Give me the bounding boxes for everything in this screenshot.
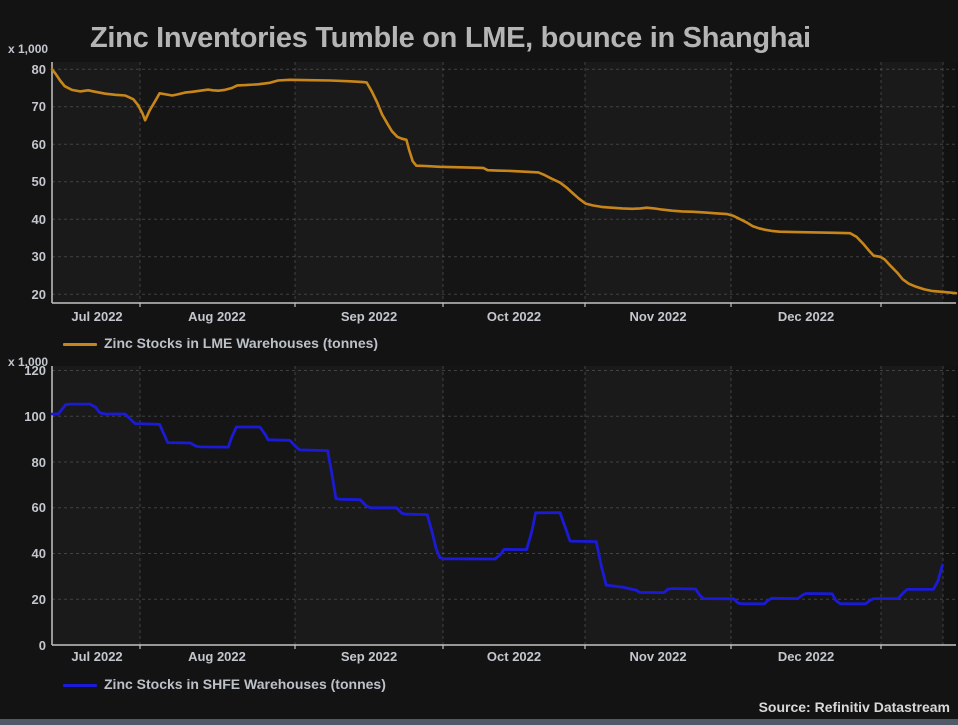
lme-month-band [140,62,295,303]
shfe-legend-label: Zinc Stocks in SHFE Warehouses (tonnes) [104,676,386,692]
shfe-month-band [585,366,731,645]
lme-x-tick-label: Dec 2022 [777,309,835,324]
lme-month-band [52,62,140,303]
shfe-y-tick-label: 0 [38,637,46,653]
lme-y-tick-label: 40 [31,211,46,227]
shfe-x-tick-label: Dec 2022 [777,649,835,664]
lme-y-tick-label: 60 [31,136,46,152]
shfe-x-tick-label: Oct 2022 [486,649,542,664]
shfe-y-tick-label: 20 [31,591,46,607]
lme-y-tick-label: 20 [31,286,46,302]
bottom-y-axis-unit-label: x 1,000 [8,355,49,369]
shfe-month-band [140,366,295,645]
chart-title: Zinc Inventories Tumble on LME, bounce i… [90,22,811,54]
lme-x-tick-label: Sep 2022 [340,309,398,324]
lme-y-tick-label: 80 [31,61,46,77]
shfe-line-swatch-icon [63,684,97,687]
shfe-y-tick-label: 60 [31,500,46,516]
shfe-month-band [443,366,585,645]
lme-y-tick-label: 70 [31,99,46,115]
lme-x-tick-label: Oct 2022 [486,309,542,324]
lme-y-tick-label: 30 [31,249,46,265]
shfe-month-band [52,366,140,645]
lme-month-band [295,62,443,303]
lme-month-band [443,62,585,303]
lme-x-tick-label: Jul 2022 [71,309,123,324]
top-y-axis-unit-label: x 1,000 [8,42,49,56]
lme-line-swatch-icon [63,343,97,346]
lme-y-tick-label: 50 [31,174,46,190]
lme-x-tick-label: Nov 2022 [629,309,687,324]
lme-series-line [50,68,958,295]
shfe-x-tick-label: Jul 2022 [71,649,123,664]
lme-month-band [585,62,731,303]
shfe-y-tick-label: 80 [31,454,46,470]
lme-x-tick-label: Aug 2022 [188,309,246,324]
shfe-series-line [50,402,944,606]
lme-month-band [731,62,881,303]
shfe-month-band [731,366,881,645]
footer-strip [0,719,958,725]
shfe-y-tick-label: 40 [31,546,46,561]
shfe-x-tick-label: Sep 2022 [340,649,398,664]
lme-legend-label: Zinc Stocks in LME Warehouses (tonnes) [104,335,379,351]
shfe-x-tick-label: Nov 2022 [629,649,687,664]
shfe-y-tick-label: 120 [24,363,46,378]
lme-edge-band [943,62,958,303]
shfe-y-tick-label: 100 [24,408,46,424]
shfe-edge-band [943,366,958,645]
shfe-month-band [295,366,443,645]
shfe-x-tick-label: Aug 2022 [188,649,246,664]
source-attribution: Source: Refinitiv Datastream [758,699,950,715]
